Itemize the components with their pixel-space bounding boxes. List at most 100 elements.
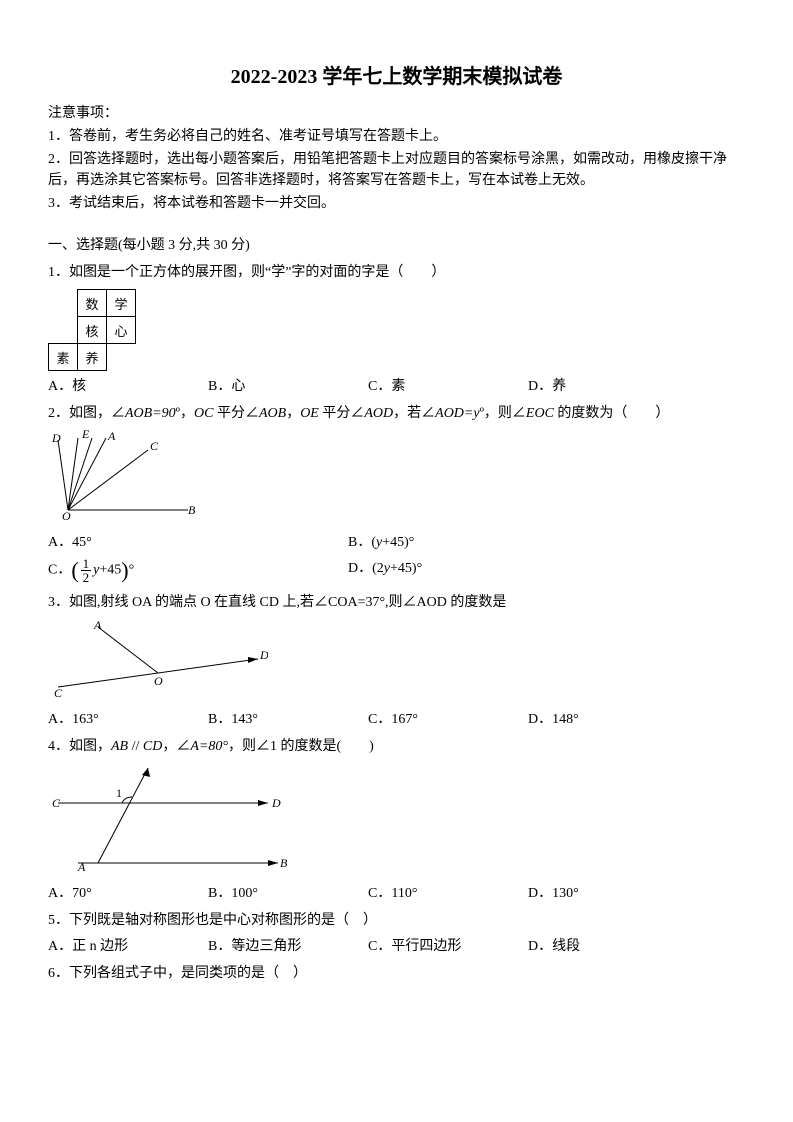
q2-opt-b: B．(y+45)° [348,531,414,551]
q2-aob-eq: AOB=90 [125,406,176,421]
net-cell-yang: 养 [78,344,107,371]
q2-b-plus: +45 [382,535,404,550]
q3-opt-a: A．163° [48,708,208,728]
svg-text:D: D [259,648,268,662]
q5-opt-a: A．正 n 边形 [48,935,208,955]
notice-heading: 注意事项： [48,103,745,124]
q3-opt-d: D．148° [528,708,688,728]
svg-text:B: B [280,856,288,870]
svg-text:O: O [62,509,71,520]
q2-c-deg: ° [129,563,135,578]
q2-aod2: AOD=y [435,406,479,421]
exam-page: 2022-2023 学年七上数学期末模拟试卷 注意事项： 1．答卷前，考生务必将… [0,0,793,1122]
q2-opt-d: D．(2y+45)° [348,557,422,584]
q2-oc: OC [194,406,213,421]
q1-opt-d: D．养 [528,375,688,395]
net-cell-su: 素 [49,344,78,371]
q6-stem: 6．下列各组式子中，是同类项的是（ ） [48,963,745,984]
q2-b-label: B． [348,535,371,550]
q2-opt-a: A．45° [48,531,348,551]
svg-text:D: D [271,796,281,810]
svg-text:D: D [51,431,61,445]
q2-t3: 平分∠ [213,406,259,421]
q4-t1: 4．如图， [48,739,111,754]
q1-stem: 1．如图是一个正方体的展开图，则“学”字的对面的字是（ ） [48,262,745,283]
q2-opt-c: C．(12y+45)° [48,557,348,584]
q1-opt-a: A．核 [48,375,208,395]
q1-options: A．核 B．心 C．素 D．养 [48,375,745,395]
q1-opt-c: C．素 [368,375,528,395]
q2-c-den: 2 [81,571,92,584]
q2-d-label: D． [348,561,372,576]
net-cell-shu: 数 [78,290,107,317]
q2-t6: ，若∠ [393,406,435,421]
q2-d-plus: +45 [390,561,412,576]
net-cell-he: 核 [78,317,107,344]
q4-par: // [128,739,143,754]
svg-text:A: A [93,619,102,632]
svg-text:C: C [150,439,159,453]
q2-a-label: A． [48,535,72,550]
q2-figure: D E A C B O [48,430,745,525]
q2-aod: AOD [364,406,393,421]
q5-stem: 5．下列既是轴对称图形也是中心对称图形的是（ ） [48,910,745,931]
page-title: 2022-2023 学年七上数学期末模拟试卷 [48,60,745,89]
q2-d-r: )° [412,561,422,576]
svg-text:E: E [81,430,90,441]
q4-opt-b: B．100° [208,882,368,902]
q2-c-num: 1 [81,557,92,571]
q3-stem: 3．如图,射线 OA 的端点 O 在直线 CD 上,若∠COA=37°,则∠AO… [48,592,745,613]
q2-d-2: 2 [377,561,384,576]
q4-t3: ，则∠1 的度数是( ) [228,739,374,754]
q4-options: A．70° B．100° C．110° D．130° [48,882,745,902]
net-cell-xin: 心 [107,317,136,344]
notice-3: 3．考试结束后，将本试卷和答题卡一并交回。 [48,193,745,214]
q3-opt-c: C．167° [368,708,528,728]
q2-a-val: 45° [72,535,92,550]
q5-opt-d: D．线段 [528,935,688,955]
q4-opt-a: A．70° [48,882,208,902]
notice-1: 1．答卷前，考生务必将自己的姓名、准考证号填写在答题卡上。 [48,126,745,147]
q2-t4: ， [286,406,300,421]
q2-options-row1: A．45° B．(y+45)° [48,531,745,551]
notice-2: 2．回答选择题时，选出每小题答案后，用铅笔把答题卡上对应题目的答案标号涂黑，如需… [48,149,745,191]
section-1-heading: 一、选择题(每小题 3 分,共 30 分) [48,234,745,254]
svg-text:B: B [188,503,196,517]
net-cell-xue: 学 [107,290,136,317]
svg-text:A: A [107,430,116,443]
q2-oe: OE [300,406,319,421]
q4-stem: 4．如图，AB // CD，∠A=80°，则∠1 的度数是( ) [48,736,745,757]
q4-t2: ，∠ [162,739,190,754]
svg-text:O: O [154,674,163,688]
svg-text:A: A [77,860,86,873]
q2-stem: 2．如图，∠AOB=90º，OC 平分∠AOB，OE 平分∠AOD，若∠AOD=… [48,403,745,424]
q3-opt-b: B．143° [208,708,368,728]
q2-options-row2: C．(12y+45)° D．(2y+45)° [48,557,745,584]
q4-ab: AB [111,739,128,754]
q5-options: A．正 n 边形 B．等边三角形 C．平行四边形 D．线段 [48,935,745,955]
q5-opt-c: C．平行四边形 [368,935,528,955]
q1-net-figure: 数 学 核 心 素 养 [48,289,745,371]
q2-t5: 平分∠ [319,406,365,421]
q2-t7: ，则∠ [484,406,526,421]
q2-t8: 的度数为（ ） [554,406,670,421]
q2-aob: AOB [259,406,286,421]
svg-text:C: C [54,686,63,699]
q1-opt-b: B．心 [208,375,368,395]
q2-t1: 2．如图，∠ [48,406,125,421]
q2-b-r: )° [404,535,414,550]
q4-opt-d: D．130° [528,882,688,902]
q4-opt-c: C．110° [368,882,528,902]
q4-cd: CD [143,739,162,754]
q2-c-label: C． [48,563,71,578]
svg-text:1: 1 [116,786,122,800]
q2-eoc: EOC [526,406,554,421]
q5-opt-b: B．等边三角形 [208,935,368,955]
q4-a: A=80° [190,739,228,754]
q3-figure: A C O D [48,619,745,704]
q3-options: A．163° B．143° C．167° D．148° [48,708,745,728]
q4-figure: C D A B 1 [48,763,745,878]
svg-text:C: C [52,796,61,810]
q2-c-plus: +45 [99,563,121,578]
q2-t2: ， [180,406,194,421]
